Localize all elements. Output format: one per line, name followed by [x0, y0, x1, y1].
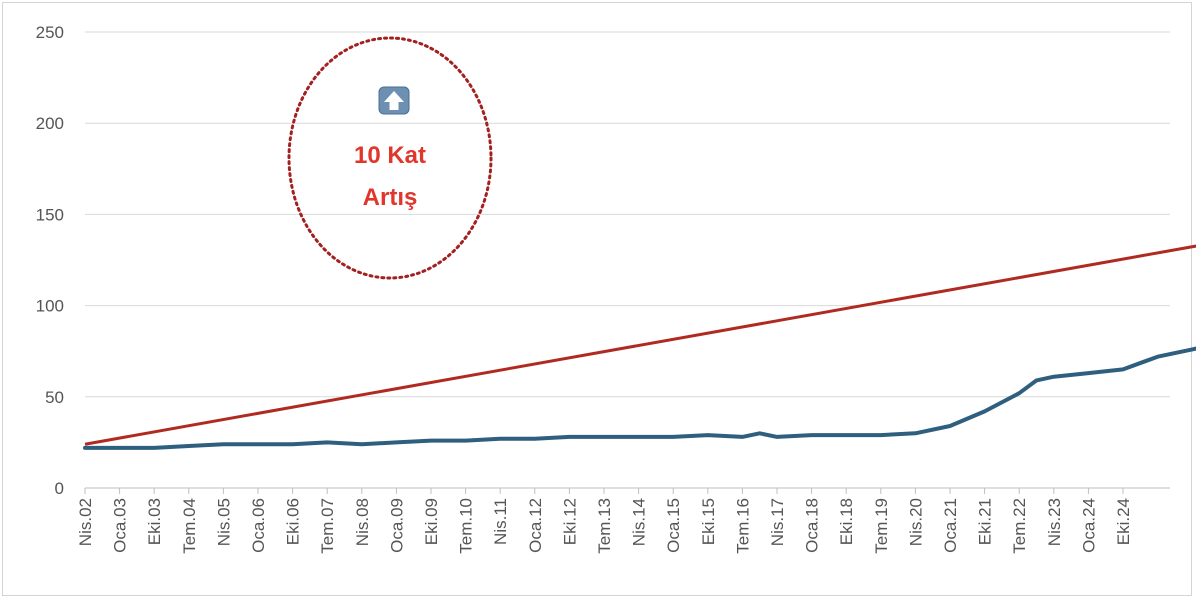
x-tick-label: Nis.17 [768, 498, 787, 546]
x-tick-label: Oca.18 [803, 498, 822, 553]
y-tick-label: 100 [36, 297, 64, 316]
x-tick-label: Oca.09 [387, 498, 406, 553]
x-tick-label: Oca.24 [1079, 498, 1098, 553]
x-tick-label: Eki.21 [976, 498, 995, 545]
y-tick-label: 50 [45, 388, 64, 407]
x-tick-label: Tem.22 [1010, 498, 1029, 554]
y-tick-label: 200 [36, 114, 64, 133]
annotation-ellipse [287, 36, 493, 280]
series-line [83, 346, 1196, 450]
x-tick-label: Eki.12 [560, 498, 579, 545]
x-tick-label: Nis.23 [1045, 498, 1064, 546]
trend-arrow [84, 244, 1196, 446]
y-tick-label: 150 [36, 205, 64, 224]
x-tick-label: Eki.18 [837, 498, 856, 545]
x-tick-label: Eki.24 [1114, 498, 1133, 545]
x-tick-label: Eki.09 [422, 498, 441, 545]
x-tick-label: Eki.15 [699, 498, 718, 545]
y-axis-ticks: 0 50 100 150 200 250 [36, 23, 64, 498]
x-tick-label: Tem.16 [733, 498, 752, 554]
x-tick-label: Nis.20 [906, 498, 925, 546]
x-tick-label: Eki.03 [145, 498, 164, 545]
x-tick-label: Tem.13 [595, 498, 614, 554]
x-axis-ticks: Nis.02 Oca.03 Eki.03 Tem.04 Nis.05 Oca.06 Eki.… [76, 488, 1133, 554]
x-tick-label: Nis.02 [76, 498, 95, 546]
x-tick-label: Tem.07 [318, 498, 337, 554]
x-tick-label: Oca.03 [111, 498, 130, 553]
x-tick-label: Tem.10 [457, 498, 476, 554]
x-tick-label: Oca.15 [664, 498, 683, 553]
y-tick-label: 0 [55, 479, 64, 498]
series-group [83, 346, 1196, 450]
up-arrow-icon [378, 86, 410, 115]
x-tick-label: Nis.14 [630, 498, 649, 546]
x-tick-label: Nis.11 [491, 498, 510, 545]
x-tick-label: Oca.12 [526, 498, 545, 553]
x-tick-label: Tem.04 [180, 498, 199, 554]
trend-arrow-shaft [84, 244, 1196, 446]
x-tick-label: Eki.06 [284, 498, 303, 545]
y-tick-label: 250 [36, 23, 64, 42]
annotation-line-2: Artış [363, 184, 418, 211]
x-tick-label: Oca.21 [941, 498, 960, 553]
x-tick-label: Tem.19 [872, 498, 891, 554]
x-tick-label: Nis.05 [214, 498, 233, 546]
gridlines [85, 31, 1170, 398]
annotation-line-1: 10 Kat [354, 142, 426, 169]
annotation-callout: 10 Kat Artış [287, 36, 493, 280]
x-tick-label: Nis.08 [353, 498, 372, 546]
x-tick-label: Oca.06 [249, 498, 268, 553]
